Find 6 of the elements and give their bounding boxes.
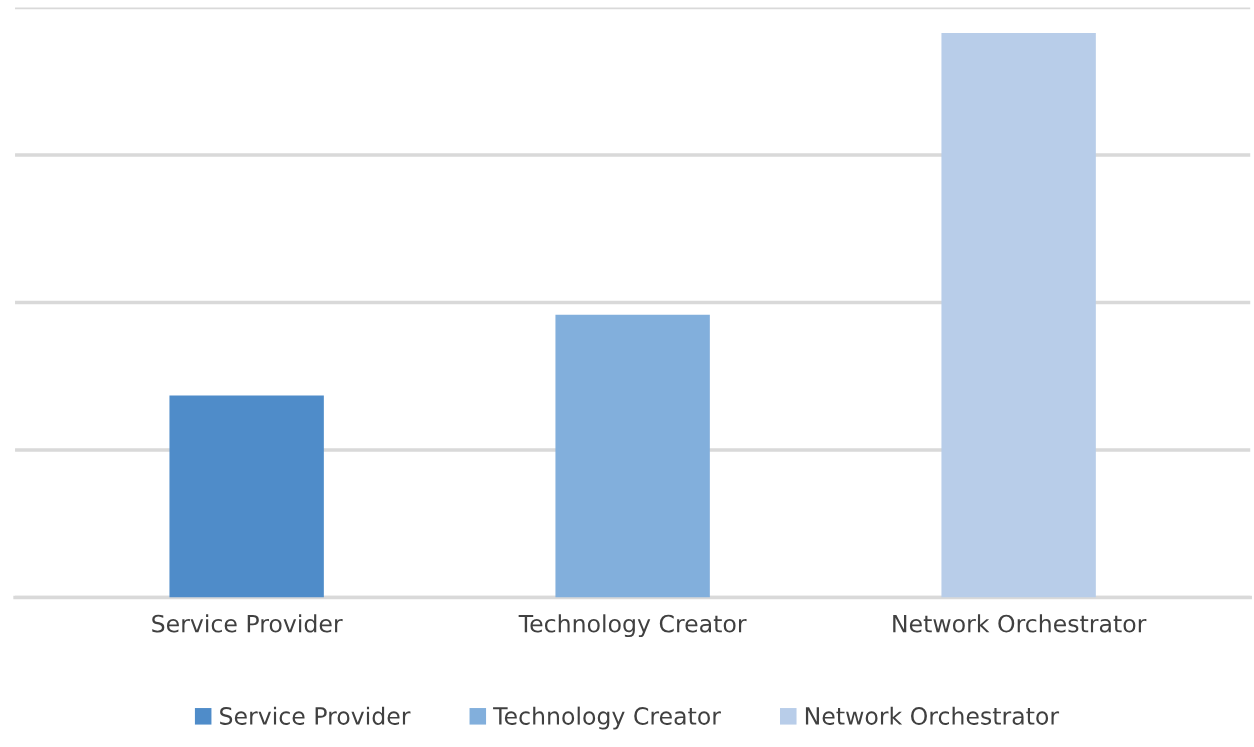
legend-label: Service Provider [220, 706, 411, 725]
x-tick-label: Network Orchestrator [893, 614, 1147, 633]
legend-label: Technology Creator [493, 706, 721, 730]
x-tick-label: Service Provider [152, 614, 343, 633]
legend-label: Network Orchestrator [805, 706, 1060, 725]
x-tick-label: Technology Creator [518, 614, 747, 638]
